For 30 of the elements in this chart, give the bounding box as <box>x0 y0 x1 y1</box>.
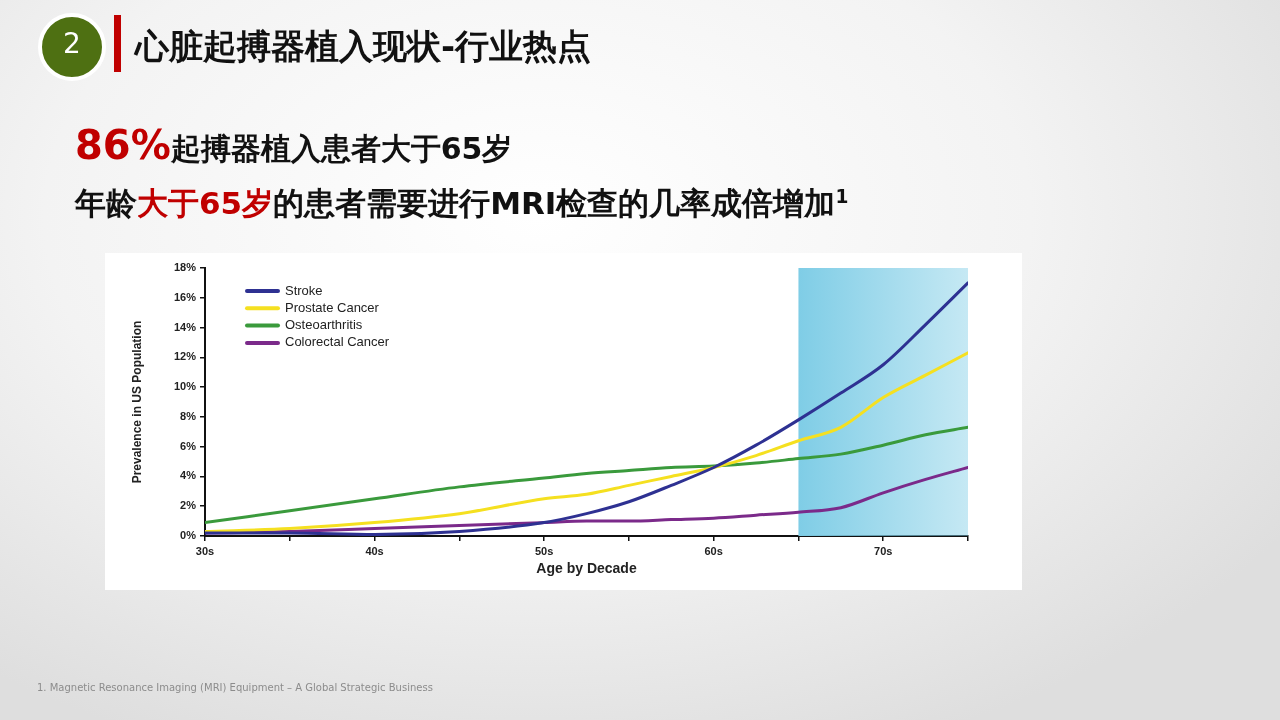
text: 2 <box>63 27 81 60</box>
text: 年龄 <box>75 185 137 222</box>
x-axis-title: Age by Decade <box>536 560 637 577</box>
y-tick-label: 0% <box>180 529 197 542</box>
text: 起搏器植入患者大于65岁 <box>170 131 513 166</box>
x-tick-label: 50s <box>534 544 554 557</box>
y-tick-label: 16% <box>173 290 197 303</box>
y-tick-label: 4% <box>180 469 197 482</box>
legend-label: Osteoarthritis <box>285 317 363 333</box>
y-tick-label: 10% <box>173 380 197 393</box>
text: 的患者需要进行MRI检查的几率成倍增加$^{1}$ <box>273 185 849 222</box>
line-series <box>205 425 968 525</box>
y-tick-label: 2% <box>180 499 197 512</box>
text: 86% <box>75 122 171 168</box>
x-tick-label: 30s <box>195 544 215 557</box>
y-tick-label: 18% <box>173 261 197 274</box>
text: 大于65岁 <box>137 185 274 222</box>
x-tick-label: 40s <box>365 544 384 557</box>
legend-label: Prostate Cancer <box>285 299 380 315</box>
y-tick-label: 8% <box>180 409 197 422</box>
chart-title: 心脏起搏器植入现状-行业热点 <box>135 25 592 67</box>
y-tick-label: 12% <box>173 350 197 363</box>
y-tick-label: 14% <box>173 320 197 333</box>
legend-label: Colorectal Cancer <box>285 334 390 350</box>
x-tick-label: 70s <box>874 544 893 557</box>
y-axis-title: Prevalence in US Population <box>129 320 144 484</box>
x-tick-label: 60s <box>704 544 723 557</box>
y-tick-label: 6% <box>180 439 197 452</box>
legend-label: Stroke <box>285 282 323 298</box>
text: 1. Magnetic Resonance Imaging (MRI) Equipment – A Global Strategic Business <box>37 682 433 693</box>
